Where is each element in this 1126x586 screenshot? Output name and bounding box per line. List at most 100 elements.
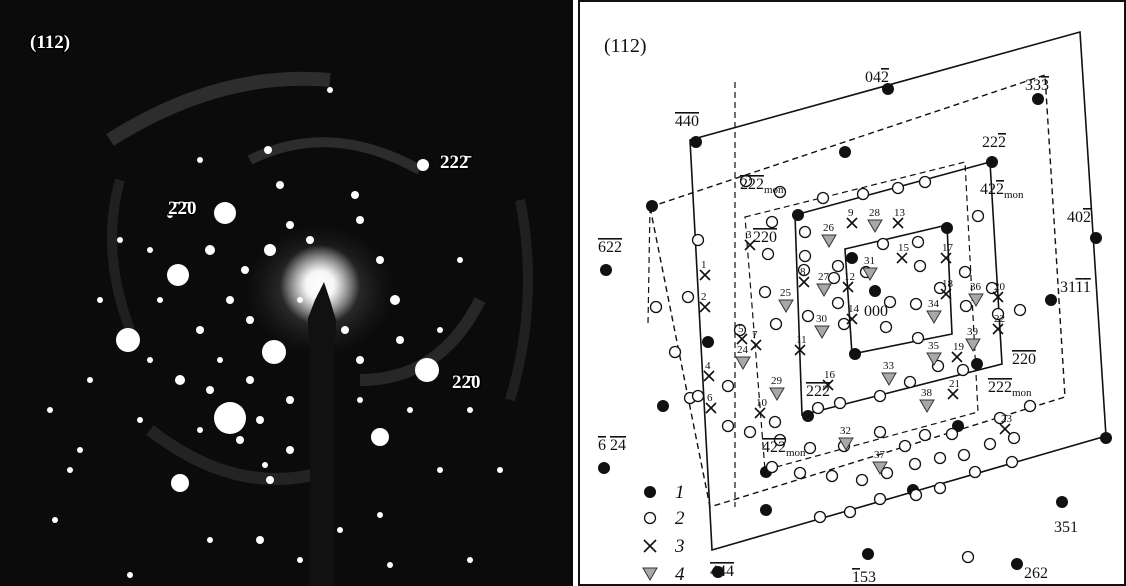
open-circle: [1013, 303, 1027, 317]
mark-number: 7: [752, 329, 758, 341]
diffraction-spot: [171, 474, 189, 492]
cross-mark: [699, 269, 711, 281]
indexing-scheme: (112) 1 2 3 4 5 6 7 8 9 10 11 12 13 14 15 16 17 18 19 20 21 2…: [578, 0, 1126, 586]
diffraction-spot: [67, 467, 73, 473]
triangle-mark: [862, 267, 878, 281]
open-circle: [831, 259, 845, 273]
diffraction-spot: [196, 326, 204, 334]
mark-number: 8: [800, 266, 806, 278]
mark-number: 35: [928, 340, 940, 352]
mark-number: 14: [848, 303, 860, 315]
label-04-2: 042: [865, 69, 889, 86]
diffuse-arc: [106, 71, 331, 146]
diffraction-spot: [376, 256, 384, 264]
open-circle: [918, 175, 932, 189]
diffraction-spot: [207, 537, 213, 543]
mark-number: 39: [967, 326, 979, 338]
open-circle: [957, 448, 971, 462]
diffraction-spot: [467, 407, 473, 413]
open-circle: [721, 419, 735, 433]
diffraction-spot: [214, 202, 236, 224]
diffraction-spot: [217, 357, 223, 363]
diffraction-spot: [396, 336, 404, 344]
cross-mark: [940, 252, 952, 264]
mark-number: 11: [796, 334, 807, 346]
mark-number: 26: [823, 222, 835, 234]
open-circle: [765, 460, 779, 474]
filled-circle: [646, 200, 658, 212]
mark-number: 27: [818, 271, 830, 283]
cross-mark: [992, 323, 1004, 335]
diffraction-spot: [117, 237, 123, 243]
legend-open-circle-icon: [643, 511, 657, 525]
open-circle: [913, 259, 927, 273]
diffraction-spot: [264, 146, 272, 154]
diffraction-spot: [357, 397, 363, 403]
open-circle: [773, 433, 787, 447]
mark-number: 5: [738, 323, 744, 335]
mark-number: 2: [701, 291, 707, 303]
label-262: 262: [1024, 565, 1048, 582]
spot-label-220-neg: 2̄2̄0: [168, 198, 197, 219]
cross-mark: [846, 313, 858, 325]
legend-label-3: 3: [674, 536, 685, 557]
open-circle: [811, 401, 825, 415]
triangle-mark: [821, 234, 837, 248]
diffraction-spot: [116, 328, 140, 352]
open-circle: [803, 441, 817, 455]
open-circle: [761, 247, 775, 261]
filled-circle: [1100, 432, 1112, 444]
legend-label-1: 1: [675, 482, 685, 503]
spot-label-220: 22̄0: [452, 372, 481, 393]
triangle-mark: [926, 310, 942, 324]
open-circle: [798, 249, 812, 263]
filled-circle: [657, 400, 669, 412]
diffuse-arc: [107, 178, 135, 332]
filled-circle: [846, 252, 858, 264]
diffraction-spot: [286, 446, 294, 454]
diffraction-spot: [157, 297, 163, 303]
spot-label-222: 222̄: [440, 152, 472, 173]
open-circle: [968, 465, 982, 479]
diffraction-spot: [226, 296, 234, 304]
filled-circle: [971, 358, 983, 370]
open-circle: [911, 331, 925, 345]
open-circle: [739, 174, 753, 188]
diffraction-spot: [52, 517, 58, 523]
cross-mark: [744, 239, 756, 251]
cross-mark: [699, 301, 711, 313]
open-circle: [831, 296, 845, 310]
mark-number: 19: [953, 341, 965, 353]
mark-number: 24: [737, 344, 749, 356]
diffraction-spot: [437, 467, 443, 473]
open-circle: [1007, 431, 1021, 445]
open-circle: [733, 323, 747, 337]
label-2-20: 220: [1012, 351, 1036, 368]
cross-mark: [703, 370, 715, 382]
open-circle: [801, 309, 815, 323]
mark-number: 21: [949, 378, 960, 390]
filled-circle: [862, 548, 874, 560]
legend-cross-icon: [643, 539, 657, 553]
open-circle: [769, 317, 783, 331]
triangle-mark: [838, 437, 854, 451]
diffraction-spot: [262, 462, 268, 468]
mark-number: 36: [970, 281, 982, 293]
open-circle: [908, 457, 922, 471]
diffraction-spot: [387, 562, 393, 568]
mark-number: 22: [994, 313, 1005, 325]
cross-mark: [892, 217, 904, 229]
diffraction-spot: [147, 357, 153, 363]
diffraction-spot: [417, 159, 429, 171]
mark-number: 37: [874, 449, 886, 461]
label-220-neg: 220: [753, 229, 777, 246]
filled-circle: [869, 285, 881, 297]
diffraction-spot: [407, 407, 413, 413]
label-222-mon-2: 222mon: [988, 379, 1032, 399]
cross-mark: [992, 291, 1004, 303]
diffraction-spot: [266, 476, 274, 484]
diffraction-spot: [262, 340, 286, 364]
label-153: 153: [852, 569, 876, 584]
diffraction-spot: [297, 297, 303, 303]
scheme-canvas: (112) 1234567891011121314151617181920212…: [598, 30, 1112, 584]
